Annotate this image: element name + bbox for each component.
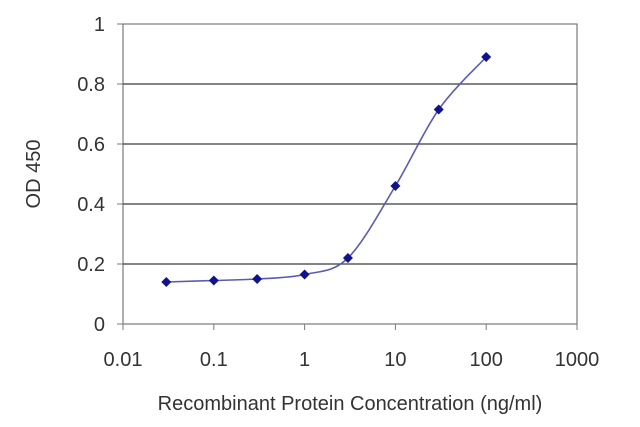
data-point bbox=[390, 181, 401, 191]
x-tick-label: 0.1 bbox=[200, 349, 228, 371]
x-tick-label: 0.01 bbox=[104, 349, 143, 371]
series-layer bbox=[161, 52, 492, 287]
grid-lines bbox=[123, 83, 577, 265]
data-point bbox=[161, 277, 172, 287]
data-point bbox=[433, 104, 444, 115]
y-tick-label: 0.6 bbox=[77, 134, 105, 156]
x-axis-ticks: 0.01 0.1 1 10 100 1000 bbox=[104, 324, 600, 371]
data-point bbox=[252, 274, 263, 284]
data-point bbox=[208, 275, 219, 286]
data-point bbox=[299, 269, 310, 280]
y-tick-label: 1 bbox=[94, 14, 105, 36]
y-tick-label: 0.2 bbox=[77, 254, 105, 276]
data-point bbox=[481, 52, 492, 62]
y-axis-title: OD 450 bbox=[23, 140, 45, 209]
y-tick-label: 0.8 bbox=[77, 74, 105, 96]
y-axis-ticks: 0 0.2 0.4 0.6 0.8 1 bbox=[77, 14, 123, 336]
x-tick-label: 10 bbox=[384, 349, 406, 371]
x-tick-label: 1000 bbox=[555, 349, 600, 371]
x-axis-title: Recombinant Protein Concentration (ng/ml… bbox=[158, 393, 543, 415]
y-tick-label: 0 bbox=[94, 314, 105, 336]
x-tick-label: 100 bbox=[470, 349, 503, 371]
data-point bbox=[342, 253, 353, 263]
y-tick-label: 0.4 bbox=[77, 194, 105, 216]
series-line bbox=[166, 56, 487, 283]
plot-frame bbox=[122, 23, 578, 325]
x-tick-label: 1 bbox=[299, 349, 310, 371]
